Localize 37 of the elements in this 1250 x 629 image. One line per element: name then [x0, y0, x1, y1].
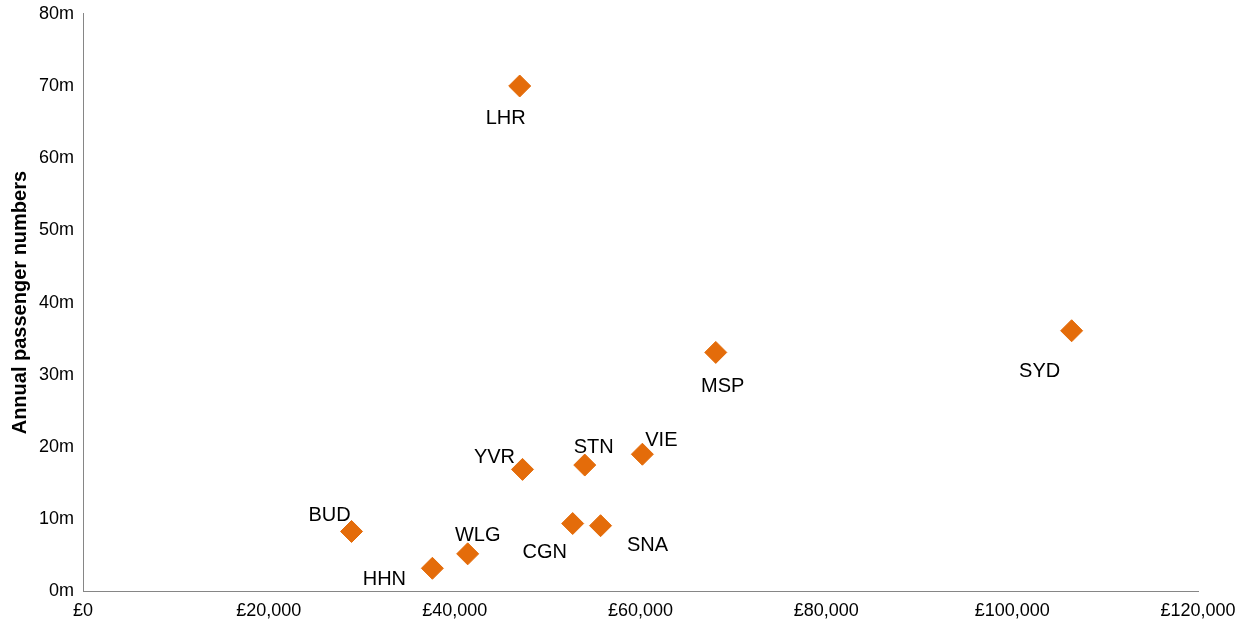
annotation: YVR: [473, 444, 516, 467]
point: [561, 512, 585, 536]
annotation: VIE: [645, 427, 678, 450]
point: [573, 453, 597, 477]
annotation: CGN: [522, 540, 567, 563]
x-tick-label: £80,000: [793, 600, 859, 621]
x-tick-label: £120,000: [1160, 600, 1236, 621]
x-tick-label: £60,000: [607, 600, 674, 621]
y-tick-label: 20m: [39, 435, 75, 456]
point: [508, 74, 532, 98]
x-tick-label: £40,000: [422, 600, 488, 621]
y-tick-label: 50m: [39, 219, 75, 240]
y-tick-label: 70m: [39, 74, 75, 95]
annotation: SYD: [1019, 359, 1061, 382]
point: [340, 519, 364, 543]
y-axis-title: Annual passenger numbers: [7, 170, 30, 435]
x-tick-label: £20,000: [236, 600, 302, 621]
y-tick-label: 80m: [39, 2, 75, 23]
x-tick-label: £0: [73, 600, 94, 621]
point: [704, 340, 728, 364]
y-tick-label: 60m: [39, 147, 75, 168]
y-tick-label: 10m: [39, 508, 75, 529]
annotation: BUD: [308, 502, 351, 525]
annotation: LHR: [485, 105, 526, 128]
y-tick-label: 0m: [49, 580, 75, 601]
point: [420, 556, 444, 580]
x-tick-label: £100,000: [974, 600, 1050, 621]
annotation: WLG: [454, 523, 501, 546]
point: [456, 542, 480, 566]
point: [1060, 319, 1084, 343]
annotation: SNA: [626, 533, 669, 556]
annotation: STN: [573, 434, 614, 457]
point: [589, 514, 613, 538]
annotation: MSP: [701, 373, 745, 396]
y-tick-label: 30m: [39, 363, 75, 384]
y-tick-label: 40m: [39, 291, 75, 312]
annotation: HHN: [362, 566, 407, 589]
